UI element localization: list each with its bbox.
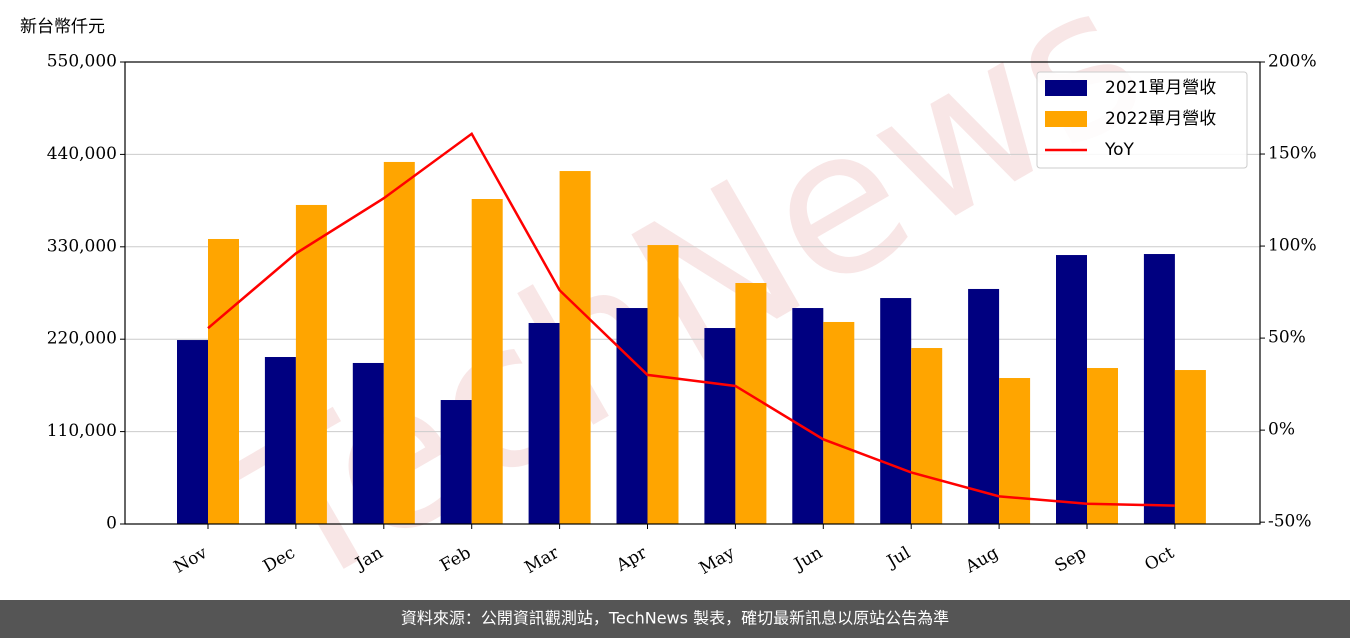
- watermark: TechNews: [206, 0, 1179, 637]
- bar: [528, 322, 560, 524]
- footer-band: [0, 600, 1350, 638]
- bar: [823, 321, 855, 524]
- bar: [559, 171, 591, 525]
- bar: [1143, 254, 1175, 525]
- bar: [911, 348, 943, 524]
- legend-label: YoY: [1104, 140, 1135, 160]
- bar: [1087, 368, 1118, 524]
- legend-box: [1036, 71, 1248, 169]
- y-tick-label: 550,000: [47, 52, 117, 72]
- bar: [352, 362, 384, 524]
- bar: [647, 245, 679, 524]
- bar: [208, 238, 239, 524]
- y2-tick-label: 0%: [1268, 420, 1295, 440]
- y2-tick-label: 50%: [1268, 328, 1306, 348]
- bar: [735, 283, 767, 524]
- x-tick-label: Aug: [961, 543, 1002, 578]
- bar: [792, 308, 824, 524]
- y-tick-label: 440,000: [47, 144, 117, 164]
- bar: [1056, 255, 1087, 525]
- bar: [264, 357, 296, 524]
- bar: [968, 288, 1000, 524]
- bar: [471, 199, 503, 524]
- x-tick-label: Mar: [521, 542, 563, 578]
- bar: [616, 308, 648, 524]
- y2-tick-label: -50%: [1268, 512, 1312, 532]
- bar: [440, 400, 472, 524]
- y2-tick-label: 100%: [1268, 236, 1317, 256]
- y-tick-label: 0: [106, 514, 117, 534]
- y-tick-label: 110,000: [47, 421, 117, 441]
- bar: [383, 161, 415, 524]
- y-tick-label: 330,000: [47, 236, 117, 256]
- legend-label: 2021單月營收: [1105, 78, 1216, 98]
- y-axis-label: 新台幣仟元: [20, 17, 105, 37]
- y-tick-label: 220,000: [47, 329, 117, 349]
- bar: [880, 298, 912, 524]
- bar: [999, 378, 1031, 524]
- x-tick-label: Jun: [789, 543, 826, 576]
- x-tick-label: Sep: [1052, 543, 1090, 577]
- bar: [177, 340, 208, 524]
- footer: 資料來源：公開資訊觀測站，TechNews 製表，確切最新訊息以原站公告為準: [401, 609, 949, 628]
- x-tick-label: May: [696, 543, 739, 579]
- bar: [704, 328, 736, 524]
- x-tick-label: Apr: [612, 542, 651, 576]
- line: [207, 131, 1175, 507]
- legend-swatch: [1045, 111, 1087, 127]
- plot-frame: [124, 61, 1261, 525]
- x-tick-label: Nov: [171, 543, 211, 578]
- bar: [295, 204, 327, 524]
- x-tick-label: Oct: [1141, 543, 1177, 576]
- bar: [1174, 370, 1206, 524]
- y2-tick-label: 200%: [1268, 52, 1317, 72]
- x-tick-label: Jul: [882, 543, 914, 573]
- legend-label: 2022單月營收: [1105, 109, 1216, 129]
- y2-tick-label: 150%: [1268, 144, 1317, 164]
- legend-swatch: [1045, 80, 1087, 96]
